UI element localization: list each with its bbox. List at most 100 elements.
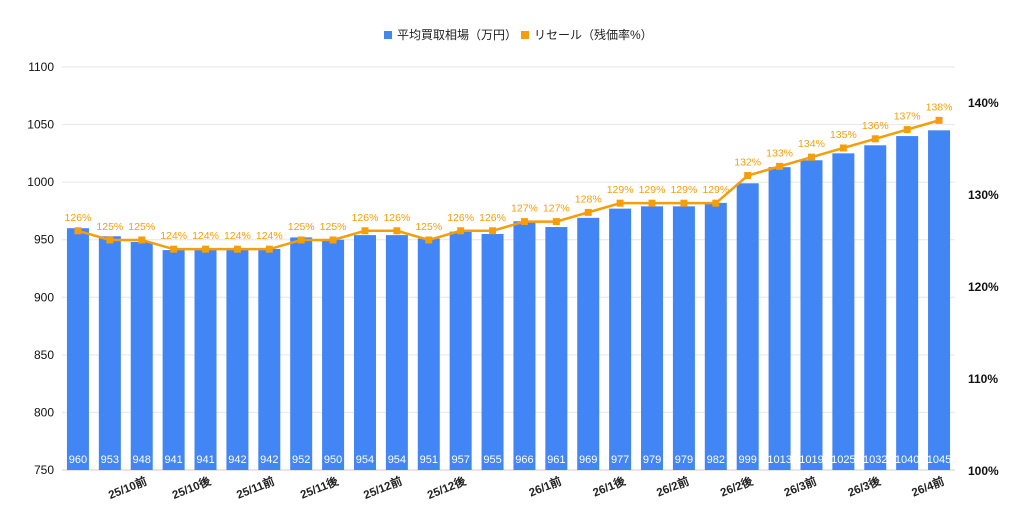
line-point xyxy=(712,199,720,207)
bar-value-label: 1013 xyxy=(767,454,791,466)
line-value-label: 127% xyxy=(543,203,570,215)
bar xyxy=(641,206,664,470)
bar xyxy=(768,167,791,470)
bar-value-label: 954 xyxy=(356,454,374,466)
line-value-label: 126% xyxy=(479,212,506,224)
bar xyxy=(832,153,855,470)
bar-value-label: 955 xyxy=(483,454,501,466)
line-point xyxy=(425,236,433,244)
line-value-label: 133% xyxy=(766,147,793,159)
bar xyxy=(258,248,281,470)
right-tick-label: 130% xyxy=(968,188,999,202)
bar-value-label: 941 xyxy=(164,454,182,466)
bar xyxy=(226,248,249,470)
bar-value-label: 954 xyxy=(388,454,406,466)
bar xyxy=(449,231,472,470)
line-point xyxy=(457,227,465,235)
line-value-label: 125% xyxy=(288,221,315,233)
line-value-label: 137% xyxy=(894,111,921,123)
bar xyxy=(417,238,440,470)
line-point xyxy=(839,144,847,152)
left-tick-label: 1100 xyxy=(28,60,54,74)
bar-value-label: 942 xyxy=(228,454,246,466)
bar-value-label: 961 xyxy=(547,454,565,466)
right-tick-label: 120% xyxy=(968,280,999,294)
bar-value-label: 1040 xyxy=(895,454,919,466)
line-value-label: 124% xyxy=(160,230,187,242)
bar xyxy=(736,183,759,470)
line-point xyxy=(361,227,369,235)
line-value-label: 126% xyxy=(352,212,379,224)
line-point xyxy=(584,208,592,216)
line-value-label: 134% xyxy=(798,138,825,150)
x-tick-label: 26/2前 xyxy=(654,474,691,500)
legend-swatch-line xyxy=(521,31,529,39)
bar-value-label: 957 xyxy=(451,454,469,466)
bar-value-label: 950 xyxy=(324,454,342,466)
bar xyxy=(864,145,887,470)
bar xyxy=(481,233,504,470)
x-tick-label: 26/1前 xyxy=(527,474,564,500)
left-tick-label: 950 xyxy=(34,233,54,247)
line-value-label: 129% xyxy=(670,184,697,196)
legend-label-bar: 平均買取相場（万円） xyxy=(397,28,517,42)
line-value-label: 125% xyxy=(415,221,442,233)
bar-value-label: 982 xyxy=(707,454,725,466)
bar xyxy=(162,250,185,470)
bar xyxy=(609,208,632,470)
bar-value-label: 999 xyxy=(739,454,757,466)
bar xyxy=(194,250,217,470)
left-tick-label: 1000 xyxy=(27,175,54,189)
bar xyxy=(928,130,951,471)
bar xyxy=(290,237,313,470)
x-tick-label: 25/10前 xyxy=(106,474,149,502)
line-point xyxy=(680,199,688,207)
line-value-label: 138% xyxy=(926,101,953,113)
line-value-label: 125% xyxy=(128,221,155,233)
left-tick-label: 1050 xyxy=(27,118,54,132)
line-value-label: 124% xyxy=(192,230,219,242)
line-point xyxy=(871,135,879,143)
line-value-label: 125% xyxy=(96,221,123,233)
bar xyxy=(672,206,695,470)
bar-value-label: 941 xyxy=(196,454,214,466)
legend: 平均買取相場（万円） リセール（残価率%） xyxy=(384,27,653,42)
bar xyxy=(513,221,536,470)
x-tick-label: 26/3前 xyxy=(782,474,819,500)
line-point xyxy=(935,116,943,124)
bar-value-label: 1045 xyxy=(927,454,951,466)
line-point xyxy=(520,218,528,226)
right-tick-label: 100% xyxy=(968,464,999,478)
line-point xyxy=(329,236,337,244)
line-point xyxy=(297,236,305,244)
line-point xyxy=(489,227,497,235)
x-tick-label: 25/11後 xyxy=(298,474,340,502)
line-value-label: 126% xyxy=(447,212,474,224)
line-point xyxy=(265,245,273,253)
bar-value-label: 1019 xyxy=(799,454,823,466)
bar-value-label: 942 xyxy=(260,454,278,466)
bar xyxy=(896,136,919,471)
x-tick-label: 25/11前 xyxy=(234,474,276,502)
line-point xyxy=(807,153,815,161)
line-value-label: 129% xyxy=(702,184,729,196)
line-value-label: 124% xyxy=(224,230,251,242)
x-tick-label: 26/2後 xyxy=(718,474,755,500)
bar-value-label: 960 xyxy=(69,454,87,466)
line-point xyxy=(744,172,752,180)
bar xyxy=(704,202,727,470)
line-point xyxy=(393,227,401,235)
bar-value-label: 1025 xyxy=(831,454,855,466)
left-tick-label: 750 xyxy=(34,463,54,477)
line-point xyxy=(202,245,210,253)
bar-value-label: 969 xyxy=(579,454,597,466)
x-tick-label: 26/1後 xyxy=(591,474,628,500)
legend-label-line: リセール（残価率%） xyxy=(534,27,653,42)
left-tick-label: 900 xyxy=(34,290,54,304)
bar xyxy=(322,239,345,470)
x-tick-label: 25/12前 xyxy=(361,474,404,502)
line-value-label: 129% xyxy=(639,184,666,196)
bar-value-label: 1032 xyxy=(863,454,887,466)
line-series xyxy=(77,119,940,251)
bar-value-label: 951 xyxy=(420,454,438,466)
